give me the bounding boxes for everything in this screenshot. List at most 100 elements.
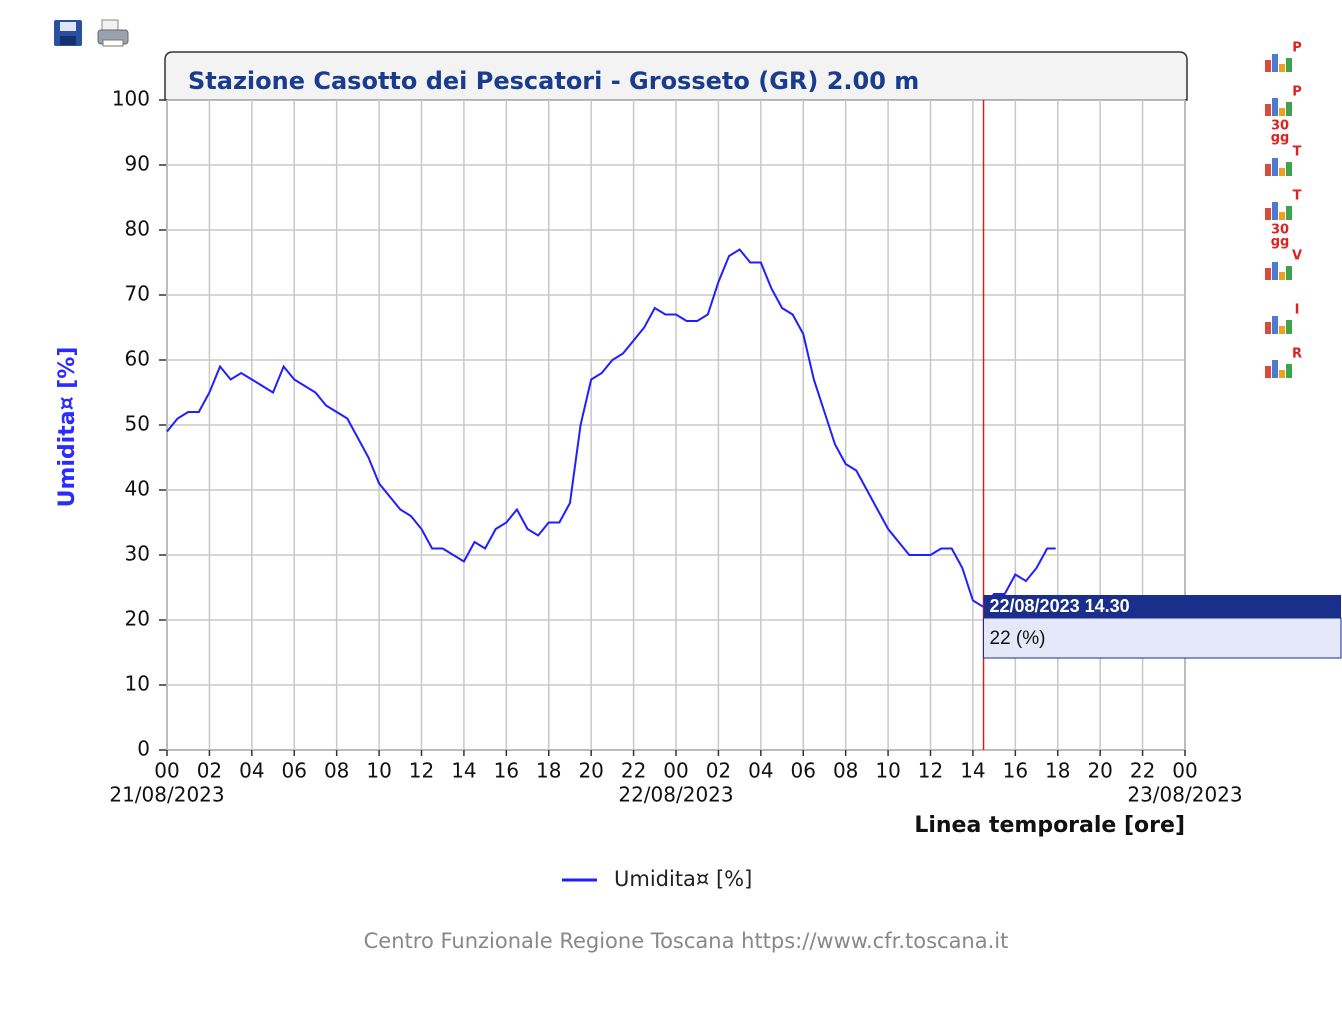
icon-unit: gg	[1271, 131, 1290, 146]
save-icon[interactable]	[54, 20, 82, 46]
x-tick-label: 14	[960, 759, 985, 783]
icon-bar	[1272, 158, 1278, 176]
x-tick-label: 12	[918, 759, 943, 783]
side-icon[interactable]: I	[1265, 303, 1299, 335]
x-tick-label: 02	[197, 759, 222, 783]
icon-bar	[1265, 268, 1271, 280]
side-icon[interactable]: V	[1265, 249, 1302, 281]
x-tick-label: 16	[1003, 759, 1028, 783]
x-tick-label: 00	[663, 759, 688, 783]
y-tick-label: 100	[112, 87, 150, 111]
icon-days: 30	[1271, 223, 1289, 238]
y-tick-label: 30	[125, 542, 150, 566]
x-tick-label: 00	[1172, 759, 1197, 783]
x-tick-label: 04	[239, 759, 264, 783]
icon-bar	[1279, 326, 1285, 334]
tooltip-header	[983, 595, 1341, 618]
icon-days: 30	[1271, 119, 1289, 134]
y-tick-label: 20	[125, 607, 150, 631]
icon-bar	[1265, 104, 1271, 116]
x-axis-title: Linea temporale [ore]	[914, 813, 1185, 838]
icon-letter: R	[1292, 347, 1302, 362]
icon-bar	[1265, 322, 1271, 334]
x-tick-label: 08	[324, 759, 349, 783]
x-tick-label: 04	[748, 759, 773, 783]
icon-bar	[1272, 202, 1278, 220]
icon-bar	[1265, 208, 1271, 220]
icon-bar	[1286, 320, 1292, 334]
icon-bar	[1286, 364, 1292, 378]
x-tick-label: 18	[1045, 759, 1070, 783]
y-tick-label: 70	[125, 282, 150, 306]
y-tick-label: 60	[125, 347, 150, 371]
x-date-label: 21/08/2023	[109, 783, 224, 807]
x-tick-label: 10	[366, 759, 391, 783]
icon-bar	[1272, 98, 1278, 116]
icon-bar	[1265, 164, 1271, 176]
x-tick-label: 02	[706, 759, 731, 783]
icon-bar	[1286, 58, 1292, 72]
side-icon[interactable]: T	[1265, 145, 1302, 177]
icon-bar	[1265, 60, 1271, 72]
x-date-label: 22/08/2023	[618, 783, 733, 807]
y-tick-label: 80	[125, 217, 150, 241]
icon-letter: P	[1292, 85, 1302, 100]
y-axis-title: Umidita¤ [%]	[55, 347, 80, 508]
icon-letter: V	[1292, 249, 1302, 264]
icon-bar	[1286, 206, 1292, 220]
x-tick-label: 16	[494, 759, 519, 783]
x-tick-label: 06	[282, 759, 307, 783]
y-tick-label: 10	[125, 672, 150, 696]
side-icon[interactable]: R	[1265, 347, 1302, 379]
legend-label: Umidita¤ [%]	[614, 867, 752, 891]
icon-bar	[1286, 266, 1292, 280]
icon-bar	[1272, 262, 1278, 280]
x-tick-label: 18	[536, 759, 561, 783]
x-tick-label: 20	[578, 759, 603, 783]
icon-bar	[1279, 168, 1285, 176]
print-icon[interactable]	[97, 19, 129, 47]
x-tick-label: 00	[154, 759, 179, 783]
x-tick-label: 22	[1130, 759, 1155, 783]
x-date-label: 23/08/2023	[1127, 783, 1242, 807]
y-tick-label: 90	[125, 152, 150, 176]
x-tick-label: 14	[451, 759, 476, 783]
x-tick-label: 10	[875, 759, 900, 783]
y-tick-label: 0	[137, 737, 150, 761]
icon-bar	[1272, 316, 1278, 334]
data-line	[166, 248, 1056, 609]
chart-title: Stazione Casotto dei Pescatori - Grosset…	[188, 67, 919, 95]
icon-letter: I	[1295, 303, 1300, 318]
x-tick-label: 06	[791, 759, 816, 783]
icon-letter: P	[1292, 41, 1302, 56]
x-tick-label: 12	[409, 759, 434, 783]
title-box	[164, 51, 1188, 101]
x-tick-label: 22	[621, 759, 646, 783]
icon-letter: T	[1293, 145, 1302, 160]
x-tick-label: 08	[833, 759, 858, 783]
icon-bar	[1286, 162, 1292, 176]
icon-bar	[1279, 370, 1285, 378]
icon-bar	[1279, 108, 1285, 116]
y-tick-label: 50	[125, 412, 150, 436]
tooltip-body	[983, 617, 1342, 659]
x-tick-label: 20	[1087, 759, 1112, 783]
tooltip-value: 22 (%)	[990, 628, 1046, 649]
y-tick-label: 40	[125, 477, 150, 501]
icon-letter: T	[1293, 189, 1302, 204]
tooltip-title: 22/08/2023 14.30	[990, 596, 1130, 616]
icon-bar	[1279, 64, 1285, 72]
icon-unit: gg	[1271, 235, 1290, 250]
side-icon[interactable]: P	[1265, 41, 1302, 73]
icon-bar	[1265, 366, 1271, 378]
icon-bar	[1279, 212, 1285, 220]
icon-bar	[1272, 54, 1278, 72]
footer: Centro Funzionale Regione Toscana https:…	[364, 929, 1009, 953]
icon-bar	[1286, 102, 1292, 116]
icon-bar	[1272, 360, 1278, 378]
icon-bar	[1279, 272, 1285, 280]
